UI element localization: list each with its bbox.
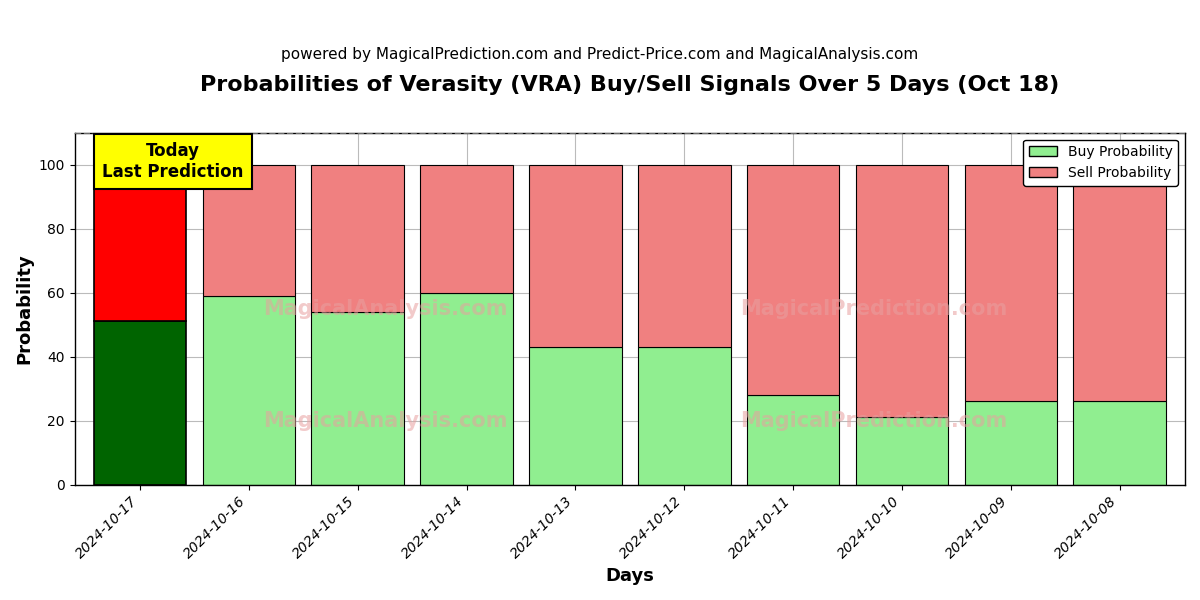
Text: MagicalPrediction.com: MagicalPrediction.com: [740, 299, 1008, 319]
Bar: [203, 164, 295, 296]
Bar: [965, 401, 1057, 485]
Text: MagicalPrediction.com: MagicalPrediction.com: [740, 411, 1008, 431]
Bar: [94, 322, 186, 485]
Text: MagicalAnalysis.com: MagicalAnalysis.com: [263, 411, 508, 431]
Bar: [312, 164, 404, 312]
Bar: [746, 164, 839, 395]
Y-axis label: Probability: Probability: [16, 253, 34, 364]
Bar: [746, 395, 839, 485]
Bar: [420, 164, 512, 293]
Bar: [856, 418, 948, 485]
Title: Probabilities of Verasity (VRA) Buy/Sell Signals Over 5 Days (Oct 18): Probabilities of Verasity (VRA) Buy/Sell…: [200, 75, 1060, 95]
Bar: [856, 164, 948, 418]
Bar: [420, 293, 512, 485]
Text: Today
Last Prediction: Today Last Prediction: [102, 142, 244, 181]
Bar: [203, 296, 295, 485]
Bar: [312, 312, 404, 485]
Bar: [1074, 401, 1166, 485]
Bar: [965, 164, 1057, 401]
Bar: [638, 347, 731, 485]
Bar: [529, 347, 622, 485]
Text: MagicalAnalysis.com: MagicalAnalysis.com: [263, 299, 508, 319]
Bar: [1074, 164, 1166, 401]
Bar: [529, 164, 622, 347]
Bar: [638, 164, 731, 347]
Text: powered by MagicalPrediction.com and Predict-Price.com and MagicalAnalysis.com: powered by MagicalPrediction.com and Pre…: [281, 46, 919, 61]
X-axis label: Days: Days: [605, 567, 654, 585]
Bar: [94, 164, 186, 322]
Legend: Buy Probability, Sell Probability: Buy Probability, Sell Probability: [1024, 140, 1178, 185]
